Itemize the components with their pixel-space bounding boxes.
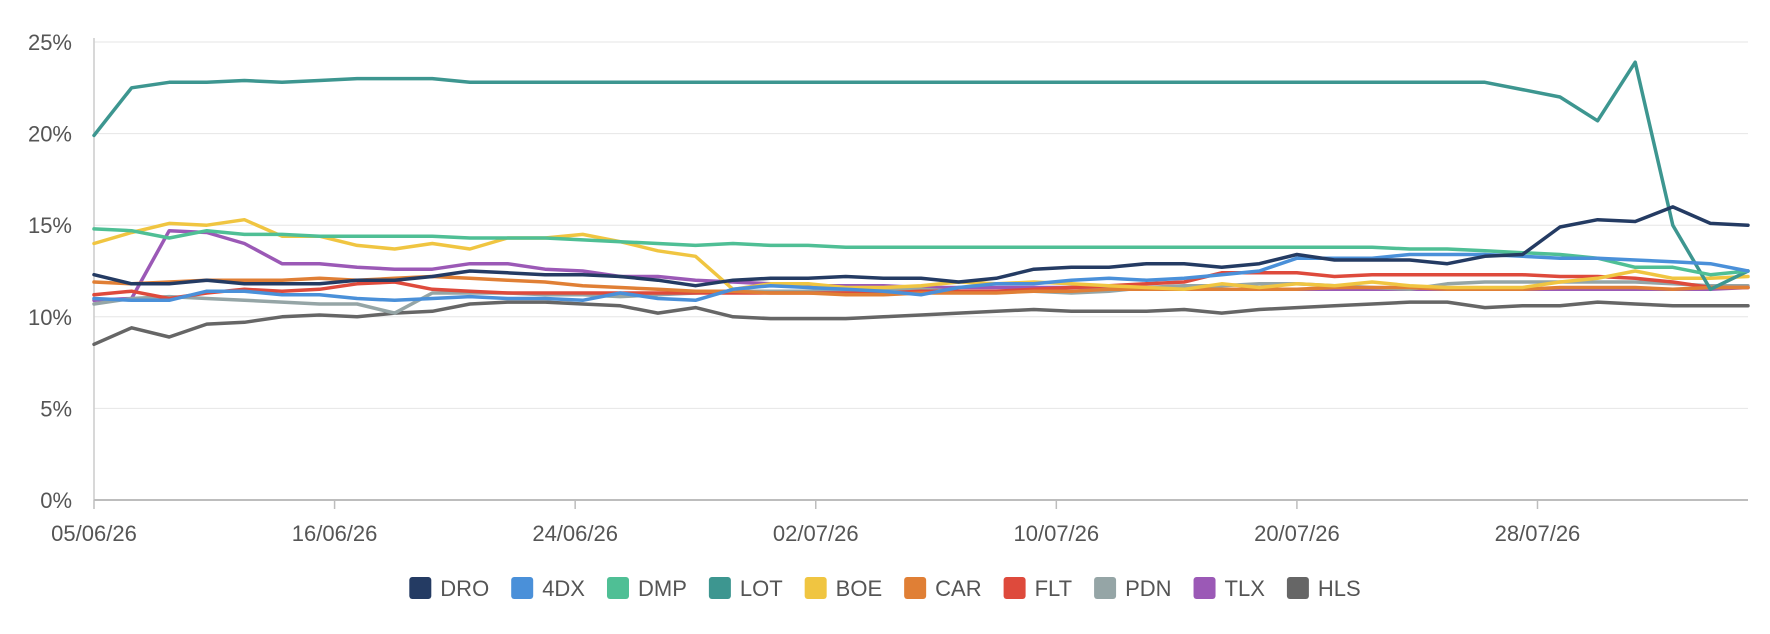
legend-label: 4DX [542,576,585,601]
legend-label: DMP [638,576,687,601]
series-line-pdn [92,280,1750,315]
legend-item-lot[interactable]: LOT [708,576,783,601]
x-tick-label: 28/07/26 [1495,521,1581,546]
legend-swatch [1094,577,1117,599]
legend-swatch [804,577,827,599]
y-tick-label: 0% [40,488,72,513]
series-line-4dx [92,252,1750,303]
y-tick-label: 25% [28,30,72,55]
legend-item-boe[interactable]: BOE [804,576,882,601]
y-tick-label: 10% [28,305,72,330]
x-tick-label: 16/06/26 [292,521,378,546]
legend-swatch [409,577,432,599]
legend-label: LOT [740,576,783,601]
legend-item-4dx[interactable]: 4DX [511,576,585,601]
series-line-lot [92,60,1750,292]
x-tick-label: 05/06/26 [51,521,137,546]
x-tick-label: 10/07/26 [1014,521,1100,546]
y-tick-label: 15% [28,213,72,238]
legend-label: PDN [1125,576,1171,601]
legend-swatch [1003,577,1026,599]
x-tick-label: 02/07/26 [773,521,859,546]
legend-item-dmp[interactable]: DMP [606,576,687,601]
gridlines [94,41,1748,409]
legend-swatch [904,577,927,599]
legend-swatch [1193,577,1216,599]
x-tick-label: 24/06/26 [532,521,618,546]
legend-swatch [1286,577,1309,599]
x-tick-label: 20/07/26 [1254,521,1340,546]
legend-swatch [708,577,731,599]
legend-label: HLS [1318,576,1361,601]
series-line-boe [92,217,1750,292]
legend-label: DRO [440,576,489,601]
y-tick-label: 5% [40,396,72,421]
y-tick-label: 20% [28,122,72,147]
legend-item-hls[interactable]: HLS [1286,576,1361,601]
legend: DRO 4DX DMP LOT BOE CAR FLT PDN TLX HLS [409,576,1361,601]
legend-item-pdn[interactable]: PDN [1094,576,1172,601]
series-line-flt [92,271,1750,301]
axes: 0% 5% 10% 15% 20% 25% 05/06/26 16/06/26 24/06/26… [28,30,1748,546]
series-line-dro [92,205,1750,288]
legend-swatch [511,577,534,599]
legend-swatch [606,577,629,599]
legend-label: TLX [1225,576,1266,601]
legend-item-car[interactable]: CAR [904,576,982,601]
legend-item-tlx[interactable]: TLX [1193,576,1266,601]
legend-label: CAR [935,576,981,601]
legend-item-dro[interactable]: DRO [409,576,489,601]
legend-label: BOE [836,576,882,601]
series-line-hls [92,300,1750,347]
legend-item-flt[interactable]: FLT [1003,576,1072,601]
series-lines [92,60,1750,347]
series-line-dmp [92,227,1750,277]
legend-label: FLT [1035,576,1072,601]
